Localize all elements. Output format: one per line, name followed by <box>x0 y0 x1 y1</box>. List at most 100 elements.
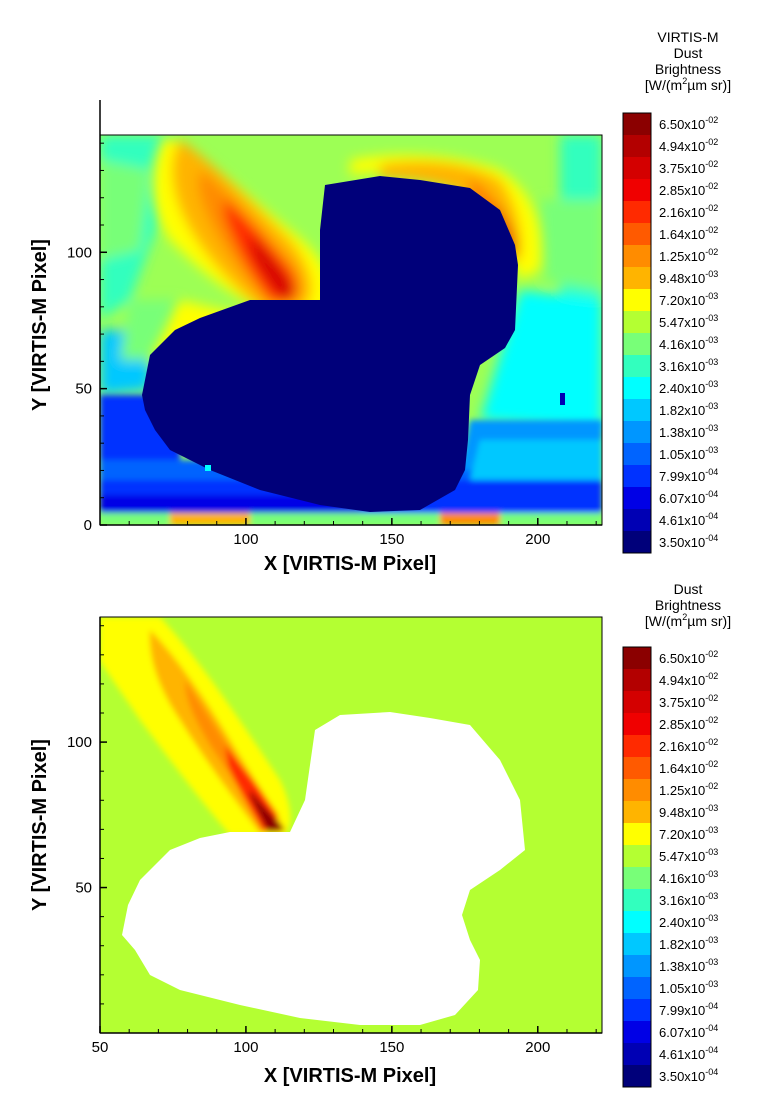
colorbar-level-label: 6.07x10-04 <box>659 489 718 506</box>
bottom-heatmap-field <box>100 617 602 1033</box>
colorbar-level-label: 3.50x10-04 <box>659 1067 718 1084</box>
colorbar-swatch <box>623 977 651 1000</box>
colorbar-level-label: 3.50x10-04 <box>659 533 718 550</box>
colorbar-swatch <box>623 267 651 290</box>
colorbar-swatch <box>623 691 651 714</box>
y-tick-label: 50 <box>75 880 92 897</box>
colorbar-swatch <box>623 647 651 670</box>
colorbar-swatch <box>623 801 651 824</box>
x-tick-label: 200 <box>525 531 550 548</box>
bottom-y-ticks: 50 100 <box>67 625 107 1005</box>
colorbar-swatch <box>623 443 651 466</box>
x-tick-label: 100 <box>233 531 258 548</box>
colorbar-swatch <box>623 333 651 356</box>
colorbar-swatch <box>623 713 651 736</box>
colorbar-level-label: 3.75x10-02 <box>659 159 718 176</box>
colorbar-swatch <box>623 1021 651 1044</box>
colorbar-swatch <box>623 223 651 246</box>
top-y-ticks: 0 50 100 <box>67 142 107 534</box>
colorbar-level-label: 4.16x10-03 <box>659 335 718 352</box>
colorbar-swatch <box>623 845 651 868</box>
colorbar-title-line: Dust <box>674 581 703 597</box>
colorbar-level-label: 4.61x10-04 <box>659 1045 718 1062</box>
colorbar-level-label: 6.50x10-02 <box>659 115 718 132</box>
colorbar-swatch <box>623 399 651 422</box>
colorbar-level-label: 7.20x10-03 <box>659 825 718 842</box>
colorbar-swatch <box>623 377 651 400</box>
colorbar-level-label: 1.25x10-02 <box>659 247 718 264</box>
top-x-axis-label: X [VIRTIS-M Pixel] <box>264 553 436 575</box>
bottom-y-axis-label: Y [VIRTIS-M Pixel] <box>29 739 51 911</box>
top-x-ticks: 100 150 200 <box>128 518 597 548</box>
colorbar-title-line: Brightness <box>655 61 721 77</box>
colorbar-swatch <box>623 487 651 510</box>
colorbar-level-label: 7.99x10-04 <box>659 1001 718 1018</box>
colorbar-swatch <box>623 289 651 312</box>
colorbar-level-label: 1.82x10-03 <box>659 935 718 952</box>
colorbar-swatch <box>623 955 651 978</box>
colorbar-level-label: 9.48x10-03 <box>659 803 718 820</box>
y-tick-label: 0 <box>84 517 92 534</box>
colorbar-swatch <box>623 157 651 180</box>
colorbar-level-label: 1.64x10-02 <box>659 225 718 242</box>
x-tick-label: 100 <box>233 1039 258 1056</box>
x-tick-label: 150 <box>379 1039 404 1056</box>
colorbar-swatch <box>623 311 651 334</box>
top-heatmap-field <box>100 135 602 525</box>
x-tick-label: 50 <box>92 1039 109 1056</box>
colorbar-swatch <box>623 779 651 802</box>
bottom-plot: 50 100 150 200 50 100 X [VIRTIS-M Pixel] Y [… <box>29 581 731 1088</box>
colorbar-swatch <box>623 823 651 846</box>
colorbar-swatch <box>623 421 651 444</box>
y-tick-label: 100 <box>67 734 92 751</box>
colorbar-level-label: 4.61x10-04 <box>659 511 718 528</box>
colorbar-level-label: 2.85x10-02 <box>659 181 718 198</box>
colorbar-swatch <box>623 135 651 158</box>
colorbar-level-label: 1.38x10-03 <box>659 957 718 974</box>
colorbar-title-line: Brightness <box>655 597 721 613</box>
colorbar-level-label: 4.94x10-02 <box>659 671 718 688</box>
colorbar-swatch <box>623 179 651 202</box>
colorbar-level-label: 1.38x10-03 <box>659 423 718 440</box>
x-tick-label: 150 <box>379 531 404 548</box>
colorbar-level-label: 2.40x10-03 <box>659 913 718 930</box>
colorbar-level-label: 3.16x10-03 <box>659 357 718 374</box>
colorbar-level-label: 7.20x10-03 <box>659 291 718 308</box>
colorbar-level-label: 1.64x10-02 <box>659 759 718 776</box>
nucleus-shadow <box>142 176 518 512</box>
colorbar-swatch <box>623 465 651 488</box>
colorbar-level-label: 9.48x10-03 <box>659 269 718 286</box>
colorbar-level-label: 1.25x10-02 <box>659 781 718 798</box>
bottom-colorbar: 6.50x10-02 4.94x10-02 3.75x10-02 2.85x10-02… <box>622 646 718 1088</box>
colorbar-level-label: 5.47x10-03 <box>659 313 718 330</box>
x-tick-label: 200 <box>525 1039 550 1056</box>
colorbar-swatch <box>623 735 651 758</box>
colorbar-level-label: 4.94x10-02 <box>659 137 718 154</box>
colorbar-swatch <box>623 911 651 934</box>
colorbar-swatch <box>623 757 651 780</box>
colorbar-swatch <box>623 201 651 224</box>
colorbar-title-unit: [W/(m2µm sr)] <box>645 612 731 629</box>
colorbar-title-line: VIRTIS-M <box>657 29 718 45</box>
colorbar-swatch <box>623 355 651 378</box>
colorbar-swatch <box>623 669 651 692</box>
colorbar-level-label: 7.99x10-04 <box>659 467 718 484</box>
colorbar-swatch <box>623 867 651 890</box>
colorbar-level-label: 5.47x10-03 <box>659 847 718 864</box>
colorbar-level-label: 1.05x10-03 <box>659 979 718 996</box>
colorbar-level-label: 2.16x10-02 <box>659 737 718 754</box>
colorbar-title-unit: [W/(m2µm sr)] <box>645 76 731 93</box>
colorbar-swatch <box>623 1065 651 1088</box>
bottom-x-ticks: 50 100 150 200 <box>92 1026 597 1056</box>
colorbar-swatch <box>623 889 651 912</box>
top-y-axis-label: Y [VIRTIS-M Pixel] <box>29 239 51 411</box>
colorbar-level-label: 6.07x10-04 <box>659 1023 718 1040</box>
colorbar-level-label: 6.50x10-02 <box>659 649 718 666</box>
colorbar-swatch <box>623 245 651 268</box>
colorbar-level-label: 2.16x10-02 <box>659 203 718 220</box>
colorbar-level-label: 2.40x10-03 <box>659 379 718 396</box>
bottom-x-axis-label: X [VIRTIS-M Pixel] <box>264 1065 436 1087</box>
colorbar-swatch <box>623 933 651 956</box>
colorbar-swatch <box>623 113 651 136</box>
